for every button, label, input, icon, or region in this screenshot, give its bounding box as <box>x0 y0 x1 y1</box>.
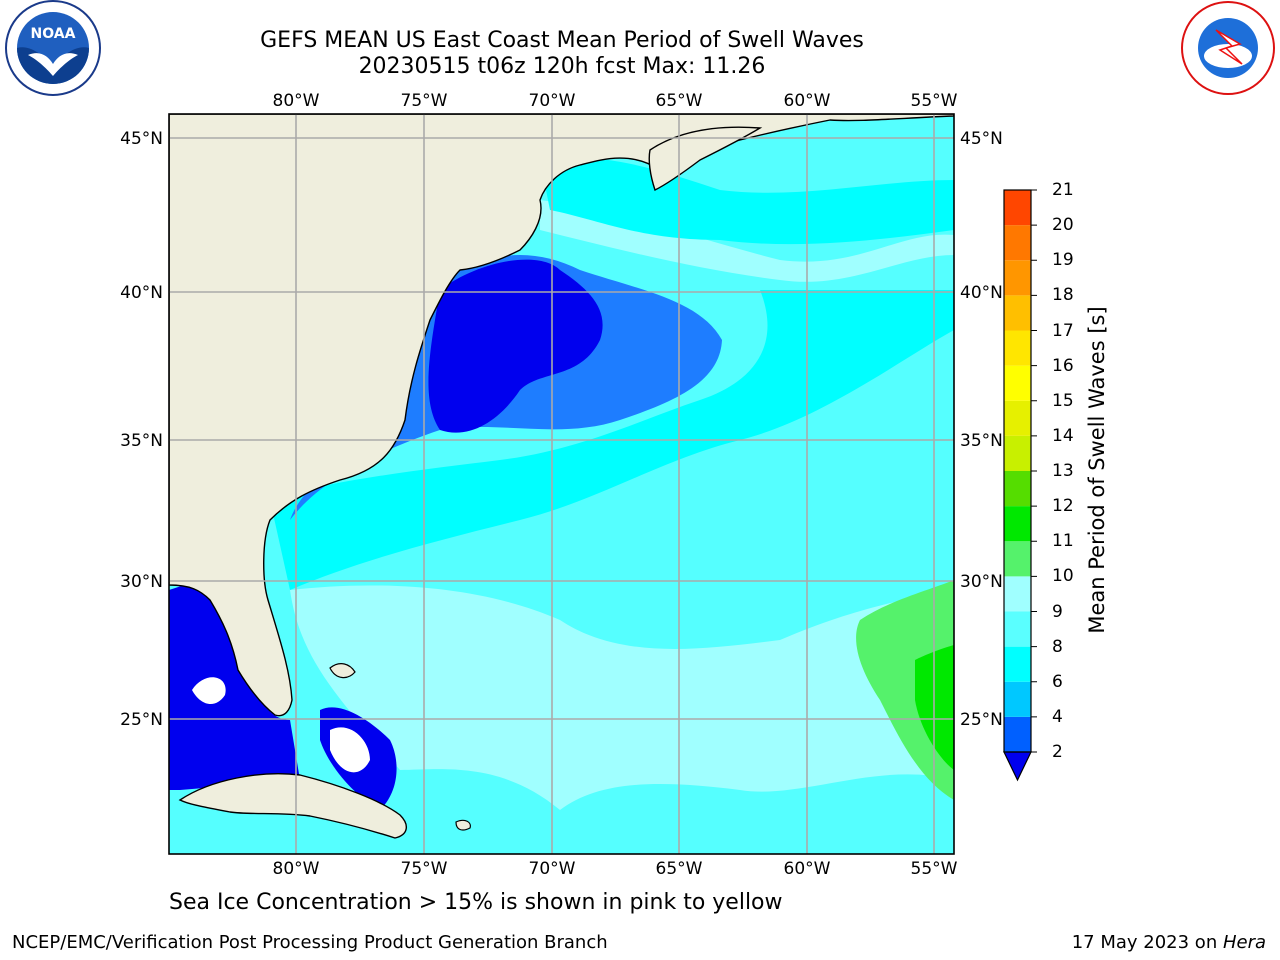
colorbar-level-label: 2 <box>1052 742 1063 762</box>
colorbar-segment <box>1004 576 1031 612</box>
colorbar-segment <box>1004 260 1031 296</box>
map-frame <box>168 113 955 855</box>
lat-ticks-right: 45°N 40°N 35°N 30°N 25°N <box>960 129 1003 730</box>
lon-tick-label: 70°W <box>529 859 576 879</box>
lat-tick-label: 25°N <box>120 710 163 730</box>
credit-text: NCEP/EMC/Verification Post Processing Pr… <box>12 932 608 953</box>
lon-tick-label: 80°W <box>273 859 320 879</box>
swell-zone-6-8s-north <box>540 157 954 245</box>
lat-ticks-left: 45°N 40°N 35°N 30°N 25°N <box>120 129 163 730</box>
lat-tick-label: 30°N <box>960 572 1003 592</box>
swell-zone-2-4s <box>428 259 603 433</box>
colorbar-level-label: 14 <box>1052 425 1074 446</box>
nws-logo <box>1181 1 1275 95</box>
swell-zone-8-9s-north <box>540 200 954 282</box>
colorbar-level-label: 10 <box>1052 566 1074 587</box>
swell-zone-8-9s <box>290 585 954 810</box>
colorbar-segment <box>1004 471 1031 507</box>
colorbar-level-label: 4 <box>1052 706 1063 727</box>
colorbar-level-label: 8 <box>1052 636 1063 657</box>
lat-tick-label: 35°N <box>120 431 163 451</box>
lon-tick-label: 60°W <box>784 91 831 111</box>
machine-name: Hera <box>1222 932 1266 953</box>
lat-tick-label: 40°N <box>120 283 163 303</box>
colorbar-segment <box>1004 190 1031 226</box>
lon-tick-label: 65°W <box>656 91 703 111</box>
land-cuba <box>178 773 407 839</box>
lon-tick-label: 75°W <box>401 859 448 879</box>
lon-tick-label: 55°W <box>911 91 958 111</box>
colorbar-title: Mean Period of Swell Waves [s] <box>1085 306 1109 634</box>
colorbar-level-label: 16 <box>1052 355 1074 376</box>
colorbar-level-label: 11 <box>1052 531 1074 552</box>
colorbar-level-label: 15 <box>1052 390 1074 411</box>
noaa-logo: NOAA <box>5 0 101 96</box>
colorbar-level-label: 13 <box>1052 461 1074 481</box>
lon-tick-label: 65°W <box>656 859 703 879</box>
sea-ice-note: Sea Ice Concentration > 15% is shown in … <box>169 890 783 915</box>
lon-tick-label: 70°W <box>529 91 576 111</box>
colorbar-segment <box>1004 435 1031 471</box>
colorbar-segment <box>1004 330 1031 366</box>
lon-ticks-bottom: 80°W 75°W 70°W 65°W 60°W 55°W <box>273 859 958 879</box>
colorbar-segment <box>1004 681 1031 717</box>
colorbar-level-label: 20 <box>1052 215 1074 236</box>
lon-tick-label: 55°W <box>911 859 958 879</box>
map-gridlines <box>169 114 954 854</box>
land-nova-scotia <box>648 126 763 191</box>
lat-tick-label: 45°N <box>960 129 1003 149</box>
lat-tick-label: 30°N <box>120 572 163 592</box>
lat-tick-label: 35°N <box>960 431 1003 451</box>
date-credit: 17 May 2023 on Hera <box>1072 932 1266 953</box>
colorbar-segment <box>1004 295 1031 331</box>
swell-zone-2-4s-gulf <box>169 580 300 790</box>
noaa-logo-text: NOAA <box>31 26 76 42</box>
colorbar-level-label: 18 <box>1052 285 1074 306</box>
lon-tick-label: 80°W <box>273 91 320 111</box>
colorbar-segment <box>1004 400 1031 436</box>
lon-tick-label: 60°W <box>784 859 831 879</box>
map-subtitle: 20230515 t06z 120h fcst Max: 11.26 <box>358 54 766 79</box>
lon-tick-label: 75°W <box>401 91 448 111</box>
lat-tick-label: 25°N <box>960 710 1003 730</box>
map-title: GEFS MEAN US East Coast Mean Period of S… <box>260 28 864 53</box>
colorbar-segment <box>1004 365 1031 401</box>
colorbar-segment <box>1004 506 1031 542</box>
colorbar-level-label: 19 <box>1052 250 1074 271</box>
land-island-small <box>329 663 471 831</box>
colorbar-level-label: 17 <box>1052 320 1074 341</box>
colorbar-level-label: 9 <box>1052 601 1063 622</box>
colorbar-level-label: 6 <box>1052 671 1063 692</box>
colorbar-level-label: 21 <box>1052 180 1074 200</box>
colorbar-level-label: 12 <box>1052 496 1074 517</box>
map-plot-area <box>169 114 954 854</box>
lon-ticks-top: 80°W 75°W 70°W 65°W 60°W 55°W <box>273 91 958 111</box>
colorbar-segment <box>1004 646 1031 682</box>
lat-tick-label: 45°N <box>120 129 163 149</box>
colorbar-segment <box>1004 611 1031 647</box>
no-data-patch <box>192 677 370 773</box>
colorbar <box>1003 189 1037 782</box>
colorbar-segment <box>1004 225 1031 261</box>
lat-tick-label: 40°N <box>960 283 1003 303</box>
swell-zone-9-10s <box>856 580 954 800</box>
colorbar-segment <box>1004 716 1031 752</box>
colorbar-under-arrow <box>1003 751 1032 782</box>
date-text: 17 May 2023 on <box>1071 932 1223 953</box>
colorbar-segment <box>1004 541 1031 577</box>
